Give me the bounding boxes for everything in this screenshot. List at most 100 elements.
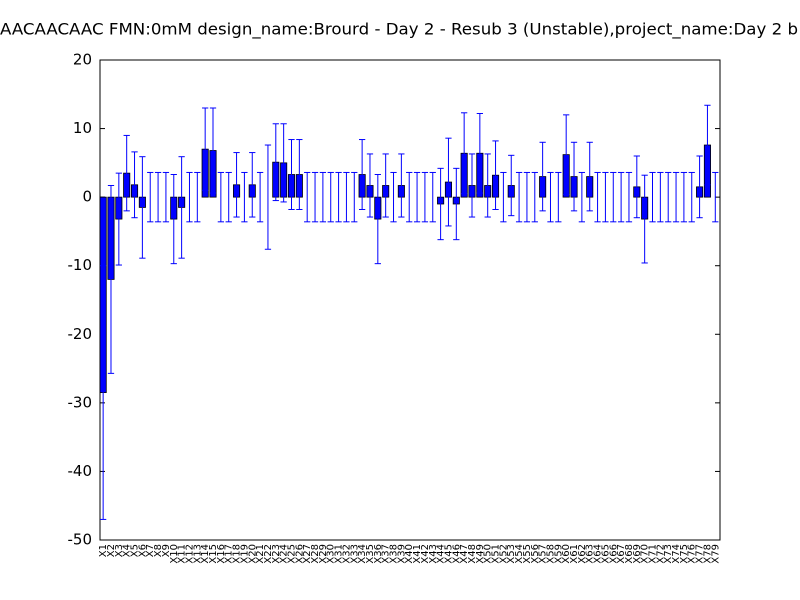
x-tick-label: X54	[514, 544, 525, 564]
error-bar	[288, 139, 295, 210]
error-bar	[131, 151, 138, 219]
error-bar	[390, 171, 397, 223]
x-tick-label: X29	[318, 544, 329, 564]
error-bar	[351, 171, 358, 223]
x-tick-label: X73	[663, 544, 674, 564]
x-tick-label: X59	[553, 544, 564, 564]
error-bar	[358, 139, 366, 210]
error-bar	[217, 171, 224, 223]
error-bar	[461, 112, 468, 195]
x-tick-label: X23	[271, 544, 282, 564]
x-tick-label: X46	[451, 544, 462, 564]
x-tick-label: X10	[169, 544, 180, 564]
error-bar	[539, 141, 546, 212]
chart-title: AACAACAAC FMN:0mM design_name:Brourd - D…	[0, 20, 798, 40]
x-tick-label: X62	[577, 544, 588, 564]
y-tick-label: 10	[73, 119, 92, 137]
x-tick-label: X78	[702, 544, 713, 564]
error-bar	[453, 167, 460, 241]
error-bar	[374, 174, 381, 265]
x-tick-label: X18	[232, 544, 243, 564]
error-bar	[421, 171, 429, 223]
x-tick-label: X58	[545, 544, 556, 564]
error-bar	[296, 139, 303, 210]
error-bar	[264, 144, 272, 250]
error-bar	[178, 156, 185, 259]
error-bar	[280, 123, 287, 203]
error-bar	[209, 107, 217, 194]
x-tick-label: X79	[710, 544, 721, 564]
error-bar	[319, 171, 327, 223]
x-tick-label: X37	[381, 544, 392, 564]
x-tick-label: X26	[294, 544, 305, 564]
x-tick-label: X2	[106, 544, 117, 557]
error-bar	[578, 171, 586, 223]
error-bar	[484, 153, 491, 218]
error-bar	[249, 152, 256, 218]
x-tick-label: X57	[538, 544, 549, 564]
error-bar	[610, 171, 617, 223]
error-bar	[272, 123, 279, 202]
error-bar	[233, 152, 240, 218]
error-bar	[115, 172, 122, 266]
error-bar	[680, 171, 688, 223]
error-bar	[100, 265, 107, 520]
error-bar	[657, 171, 664, 223]
x-tick-label: X71	[648, 544, 659, 564]
error-bar	[476, 112, 483, 194]
error-bar	[508, 154, 515, 217]
x-tick-label: X7	[145, 544, 156, 557]
error-bar	[429, 171, 436, 223]
error-bar	[531, 171, 538, 223]
x-tick-label: X17	[224, 544, 235, 564]
x-tick-label: X4	[122, 544, 133, 557]
error-bar	[154, 171, 162, 223]
error-bar	[468, 153, 476, 218]
error-bar	[147, 171, 154, 223]
error-bar	[123, 134, 130, 212]
x-tick-label: X39	[396, 544, 407, 564]
error-bar	[398, 153, 405, 218]
error-bar	[555, 171, 562, 223]
error-bar	[304, 171, 311, 223]
error-bar	[696, 155, 703, 219]
y-tick-label: -20	[68, 325, 93, 343]
x-tick-label: X33	[349, 544, 360, 564]
x-tick-label: X27	[302, 544, 313, 564]
error-bar	[382, 153, 389, 218]
x-tick-label: X44	[436, 544, 447, 564]
error-bar	[194, 171, 201, 223]
x-tick-label: X52	[498, 544, 509, 564]
x-tick-label: X5	[130, 544, 141, 557]
x-tick-label: X11	[177, 544, 188, 564]
x-tick-label: X41	[412, 544, 423, 564]
error-bar	[500, 171, 507, 223]
error-bar	[162, 171, 170, 223]
error-bar	[139, 156, 146, 259]
x-tick-label: X56	[530, 544, 541, 564]
y-tick-label: -10	[68, 256, 93, 274]
error-bar	[672, 171, 680, 223]
error-bar	[186, 171, 193, 223]
x-tick-label: X50	[483, 544, 494, 564]
error-bar	[563, 114, 570, 195]
x-tick-label: X14	[200, 544, 211, 564]
x-tick-label: X22	[263, 544, 274, 564]
error-bar	[523, 171, 531, 223]
x-tick-label: X3	[114, 544, 125, 557]
x-tick-label: X43	[428, 544, 439, 564]
x-tick-label: X8	[153, 544, 164, 557]
x-tick-label: X34	[357, 544, 368, 564]
x-tick-label: X66	[608, 544, 619, 564]
x-tick-label: X61	[569, 544, 580, 564]
error-bar	[688, 171, 695, 223]
x-tick-label: X28	[310, 544, 321, 564]
x-tick-label: X67	[616, 544, 627, 564]
x-tick-label: X47	[459, 544, 470, 564]
error-bar	[256, 171, 264, 223]
error-bar	[311, 171, 319, 223]
x-tick-label: X12	[184, 544, 195, 564]
x-tick-label: X53	[506, 544, 517, 564]
